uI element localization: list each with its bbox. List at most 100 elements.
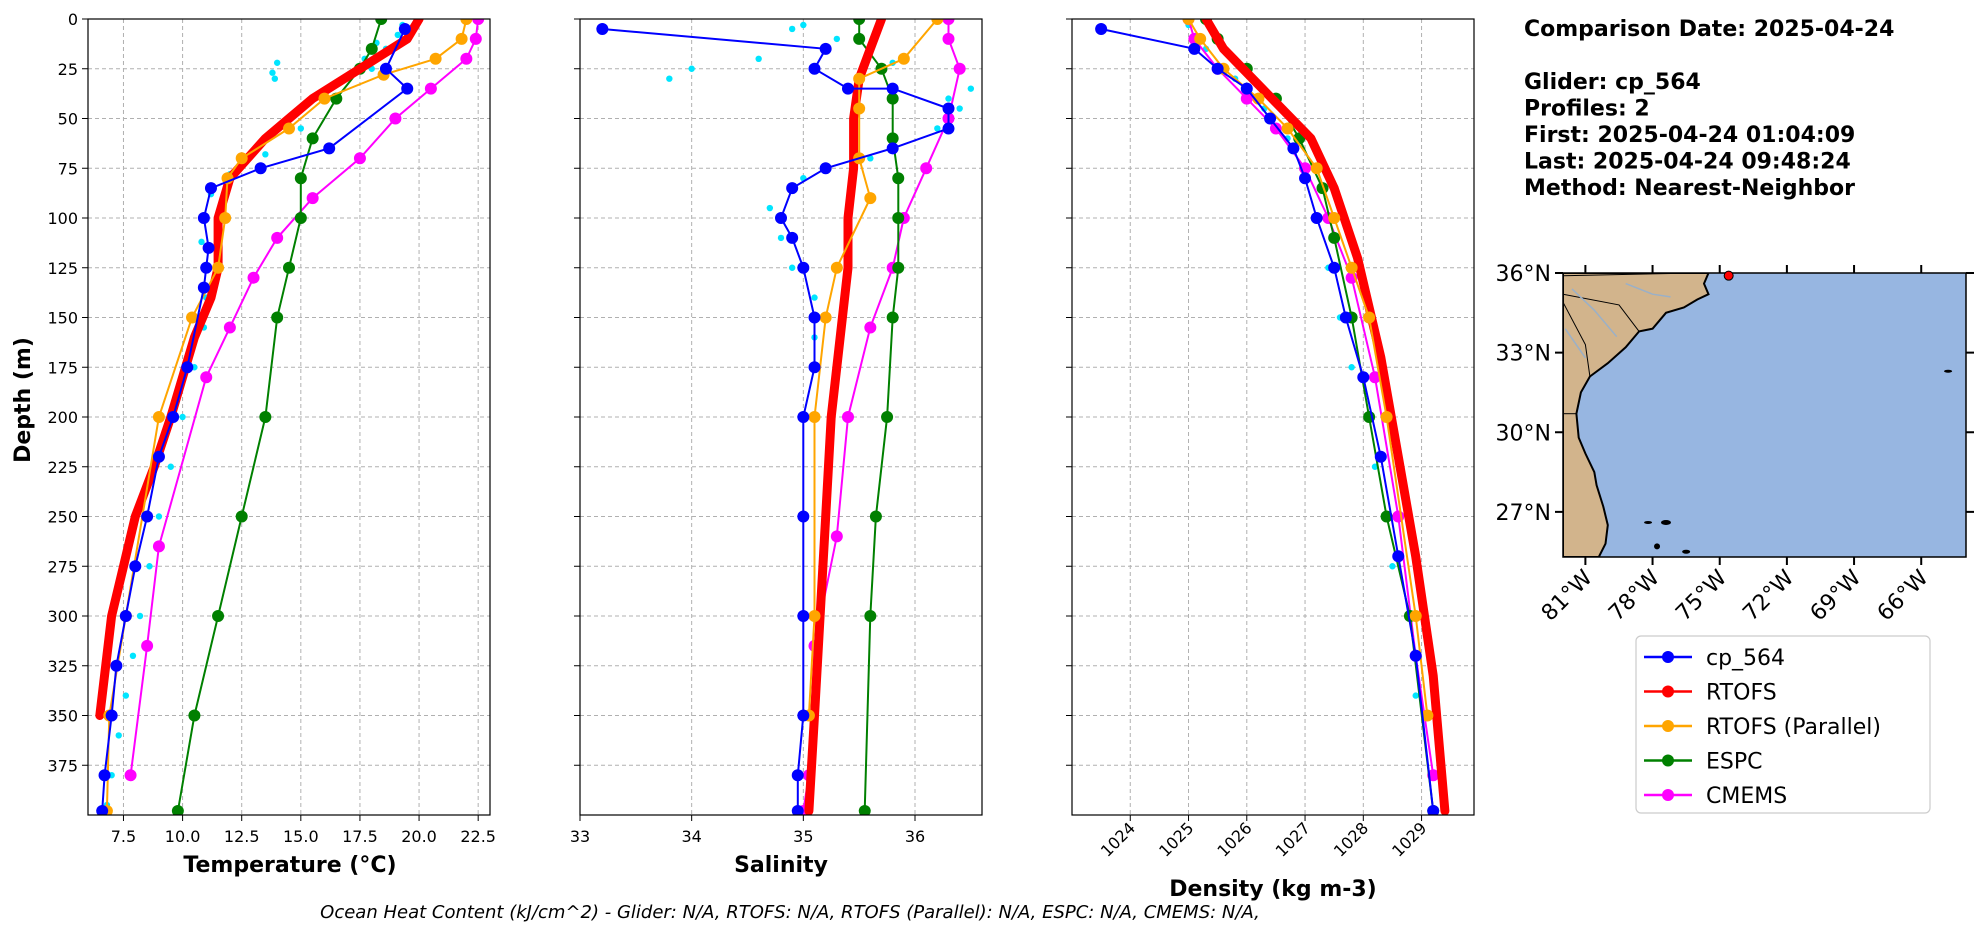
x-tick-label: 33 [570,827,590,846]
raw-point [129,652,137,659]
raw-point [122,692,130,699]
map-lon-label: 75°W [1671,565,1732,626]
info-line: Method: Nearest-Neighbor [1524,176,1855,201]
series-line [176,19,383,812]
data-point [1328,231,1341,244]
info-line: Comparison Date: 2025-04-24 [1524,17,1894,42]
data-point [235,510,248,523]
x-axis-label: Density (kg m-3) [1169,877,1377,902]
raw-point [394,31,401,39]
data-point [892,172,905,185]
data-point [819,162,832,175]
map-island [1944,369,1953,373]
series-rtofs [1201,19,1450,815]
series-line [1205,19,1435,812]
x-tick-label: 1027 [1272,818,1314,860]
data-point [1287,142,1300,155]
data-point [808,361,821,374]
data-point [186,311,199,324]
raw-point [167,463,174,470]
legend-box [1635,635,1931,814]
map-land [1563,273,1710,557]
data-point [306,192,319,205]
data-point [853,102,866,115]
data-point [200,261,213,274]
map-lon-label: 72°W [1738,565,1799,626]
series-glider [1095,22,1440,815]
data-point [886,92,899,105]
data-point [460,19,473,25]
data-point [141,510,154,523]
info-line: First: 2025-04-24 01:04:09 [1524,123,1855,148]
data-point [1188,42,1201,55]
data-point [353,152,366,165]
series-line [101,28,409,812]
data-point [853,32,866,45]
map-lat-label: 27°N [1496,501,1551,526]
data-point [797,709,810,722]
footer-ohc: Ocean Heat Content (kJ/cm^2) - Glider: N… [320,902,1260,923]
data-point [197,212,210,224]
legend-label: RTOFS [1706,681,1777,706]
data-point [886,82,899,95]
y-tick-label: 150 [47,309,78,328]
series-rtofs_parallel [100,19,473,815]
data-point [1339,311,1352,324]
data-point [152,450,165,463]
series-rtofs_parallel [802,19,944,722]
data-point [119,610,132,622]
data-point [853,19,866,25]
data-point [1363,311,1376,324]
series-line [1187,19,1435,776]
data-point [98,769,111,782]
data-point [124,769,137,782]
data-point [254,162,267,175]
y-tick-label: 275 [47,557,78,576]
data-point [1357,371,1370,384]
data-point [864,321,877,334]
x-tick-label: 1029 [1388,818,1430,860]
raw-point [136,612,144,620]
raw-point [179,413,186,421]
legend-entry-rtofs: RTOFS [1644,681,1777,706]
map-frame [1562,272,1967,558]
map-lat-label: 33°N [1496,342,1551,367]
x-tick-label: 1026 [1213,818,1255,860]
y-tick-label: 200 [47,408,78,427]
raw-point [666,75,673,82]
location-map: 36°N 33°N 30°N 27°N 81°W 78°W 75°W 72°W 69°W 66°W [1496,262,1974,626]
y-tick-label: 375 [47,756,78,775]
raw-point [198,238,205,246]
raw-point [297,125,305,132]
data-point [596,22,609,35]
legend-marker [1662,720,1674,732]
data-point [429,52,442,65]
data-point [864,192,877,205]
data-point [797,510,810,523]
map-river [1625,282,1671,298]
data-point [1310,212,1323,224]
data-point [819,42,832,55]
data-point [1310,162,1323,175]
data-point [886,132,899,145]
data-point [212,261,225,274]
raw-point [867,155,874,162]
data-point [853,72,866,85]
profile-panels: 0 25 50 75 100 125 150 175 200 225 250 275 300 325 350… [47,10,1475,902]
map-land-group [1563,273,1953,557]
series-group [95,19,485,815]
raw-point [262,151,269,158]
data-point [1240,82,1253,95]
x-tick-label: 10.0 [165,827,201,846]
data-point [1194,32,1207,45]
data-point [271,311,284,324]
data-point [200,371,213,384]
legend-entry-rtofs_parallel: RTOFS (Parallel) [1644,715,1881,740]
raw-point [115,732,122,739]
legend-label: CMEMS [1706,784,1787,809]
axes-frame [87,18,491,816]
x-axis-label: Temperature (°C) [183,853,396,878]
data-point [819,311,832,324]
map-lat-label: 36°N [1496,262,1551,287]
